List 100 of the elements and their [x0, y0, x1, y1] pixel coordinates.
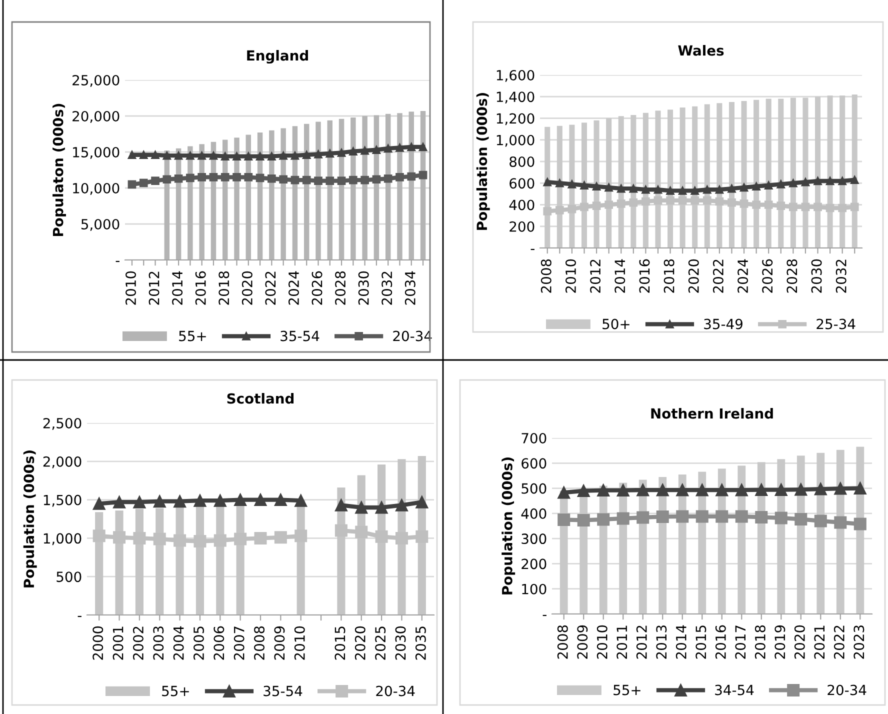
- x-tick-label: 2009: [577, 625, 588, 659]
- x-tick-label: 2013: [656, 626, 667, 659]
- y-tick-label: 1,600: [496, 70, 534, 82]
- y-tick-label: 600: [522, 458, 546, 469]
- point: [774, 512, 788, 524]
- x-tick-label: 2004: [173, 626, 184, 660]
- point: [696, 484, 708, 496]
- point: [174, 174, 183, 183]
- point: [139, 150, 148, 160]
- point: [133, 532, 146, 544]
- x-tick-label: 2017: [735, 626, 746, 659]
- y-tick-label: 15,000: [73, 146, 120, 159]
- point: [636, 511, 650, 524]
- point: [728, 198, 736, 207]
- point: [690, 196, 700, 205]
- y-tick-label: 1,400: [496, 92, 534, 104]
- point: [543, 207, 552, 216]
- point: [416, 530, 428, 543]
- point: [854, 518, 866, 530]
- point: [209, 151, 218, 160]
- point: [186, 174, 194, 182]
- point: [314, 150, 322, 158]
- point: [850, 176, 859, 184]
- point: [666, 186, 674, 195]
- line-series: [128, 142, 428, 160]
- point: [113, 531, 126, 544]
- point: [174, 495, 186, 508]
- x-tick-label: 2018: [664, 259, 674, 293]
- x-tick-label: 2022: [834, 626, 844, 659]
- point: [568, 204, 576, 214]
- y-tick-label: 800: [510, 156, 534, 167]
- point: [604, 183, 613, 192]
- point: [396, 173, 404, 182]
- point: [656, 510, 669, 523]
- x-tick-label: 2032: [836, 260, 846, 293]
- x-tick-label: 2018: [754, 625, 766, 659]
- chart-title: Wales: [678, 45, 724, 56]
- x-tick-label: 2016: [195, 271, 206, 305]
- x-tick-label: 2028: [335, 271, 346, 305]
- y-tick-label: 1,500: [44, 494, 82, 507]
- x-tick-label: 2002: [132, 626, 144, 660]
- y-tick-label: 5,000: [81, 218, 120, 231]
- x-tick-label: 2025: [375, 626, 386, 660]
- legend-label: 20-34: [828, 684, 866, 696]
- point: [92, 530, 106, 542]
- point: [290, 151, 300, 160]
- point: [716, 484, 728, 496]
- point: [838, 204, 847, 212]
- point: [375, 530, 388, 543]
- point: [834, 516, 847, 529]
- point: [616, 184, 626, 193]
- point: [592, 182, 601, 191]
- x-tick-label: 2018: [218, 271, 230, 305]
- point: [740, 183, 748, 192]
- point: [372, 146, 381, 154]
- point: [418, 142, 428, 152]
- point: [256, 174, 264, 182]
- point: [580, 181, 588, 190]
- point: [254, 494, 267, 506]
- x-tick-label: 2020: [688, 259, 699, 293]
- point: [302, 150, 311, 160]
- point: [395, 498, 408, 512]
- point: [290, 176, 300, 184]
- point: [279, 175, 288, 184]
- x-tick-label: 2001: [112, 626, 124, 660]
- point: [616, 512, 630, 525]
- point: [268, 174, 276, 183]
- x-tick-label: 2020: [242, 271, 252, 305]
- point: [702, 196, 712, 205]
- bar: [269, 130, 274, 260]
- point: [568, 180, 576, 188]
- point: [355, 501, 368, 514]
- point: [577, 514, 590, 526]
- x-tick-label: 2030: [395, 626, 406, 660]
- point: [407, 172, 416, 181]
- x-tick-label: 2008: [557, 625, 568, 659]
- point: [198, 151, 206, 160]
- point: [174, 151, 183, 160]
- y-tick-label: 100: [522, 584, 546, 594]
- y-tick-label: -: [78, 616, 82, 618]
- y-tick-label: 10,000: [73, 182, 120, 195]
- y-axis-title: Population (000s): [23, 450, 37, 588]
- y-tick-label: 700: [522, 432, 546, 444]
- point: [826, 176, 834, 186]
- y-tick-label: 200: [522, 558, 546, 570]
- x-tick-label: 2008: [254, 626, 265, 660]
- y-tick-label: 20,000: [72, 110, 120, 123]
- point: [735, 484, 748, 496]
- point: [220, 152, 230, 160]
- point: [151, 176, 160, 185]
- point: [690, 186, 700, 195]
- point: [254, 532, 267, 544]
- point: [604, 200, 613, 209]
- legend-label: 55+: [614, 684, 640, 696]
- point: [214, 534, 226, 547]
- x-tick-label: 2034: [404, 271, 416, 305]
- point: [416, 496, 428, 508]
- y-tick-label: 500: [56, 572, 82, 582]
- point: [360, 146, 369, 155]
- point: [326, 149, 334, 158]
